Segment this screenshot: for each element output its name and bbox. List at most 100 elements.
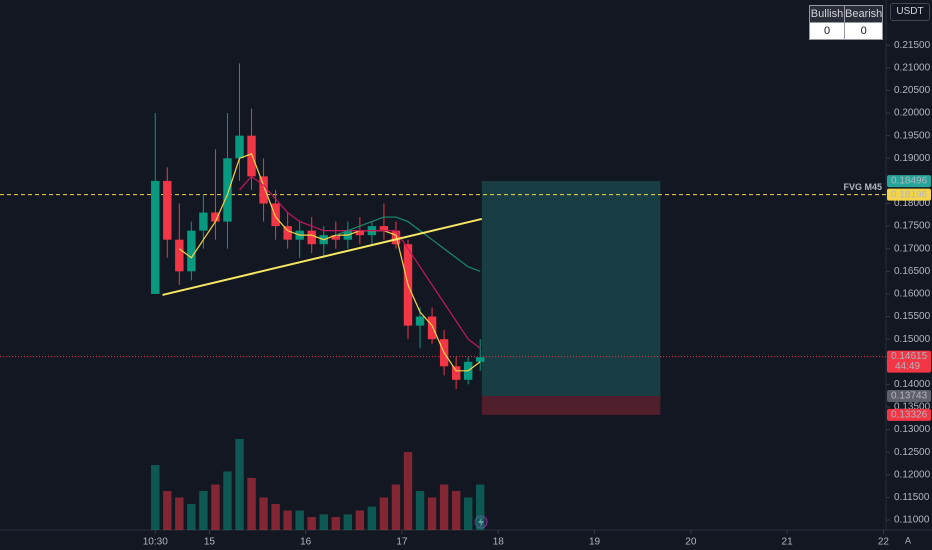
level-name: FVG M45 xyxy=(843,182,882,192)
trendline xyxy=(162,217,483,296)
y-tick-label: 0.11000 xyxy=(894,515,930,526)
y-tick-label: 0.16500 xyxy=(894,266,931,277)
volume-bar xyxy=(223,471,232,530)
volume-bar xyxy=(415,491,425,530)
volume-bar xyxy=(355,510,365,530)
candle-body xyxy=(151,180,160,294)
price-tag xyxy=(887,175,931,188)
currency-button[interactable]: USDT xyxy=(890,3,930,21)
y-tick-label: 0.17000 xyxy=(894,243,931,254)
table-header: Bearish xyxy=(843,5,884,23)
candle-body xyxy=(175,239,184,272)
candle-body xyxy=(379,226,389,231)
y-tick-label: 0.11500 xyxy=(894,492,930,503)
volume-bar xyxy=(439,484,449,530)
x-tick-label: 20 xyxy=(685,537,697,548)
price-tag-label: 0.18196 xyxy=(891,189,928,200)
volume-bar xyxy=(307,517,316,530)
price-tag-label: 0.18496 xyxy=(891,176,928,187)
y-tick-label: 0.15000 xyxy=(894,334,931,345)
volume-bar xyxy=(283,510,292,530)
volume-bar xyxy=(211,484,220,530)
candle-body xyxy=(271,203,280,227)
x-tick-label: 10:30 xyxy=(143,537,168,548)
price-tag-label: 0.13326 xyxy=(891,410,928,421)
x-tick-label: 15 xyxy=(204,537,216,548)
x-tick-label: 18 xyxy=(493,537,505,548)
y-tick-label: 0.13000 xyxy=(894,424,931,435)
price-tag xyxy=(887,350,931,373)
volume-bar xyxy=(151,465,160,530)
y-tick-label: 0.20500 xyxy=(894,85,931,96)
y-tick-label: 0.14000 xyxy=(894,379,931,390)
candle-body xyxy=(247,135,256,177)
candle-body xyxy=(235,135,244,159)
candle-body xyxy=(163,180,172,240)
auto-scale-button[interactable]: A xyxy=(905,535,911,545)
volume-bar xyxy=(247,478,256,530)
candle-body xyxy=(211,212,220,222)
x-tick-label: 19 xyxy=(589,537,601,548)
y-tick-label: 0.12500 xyxy=(894,447,931,458)
countdown-label: 44:49 xyxy=(895,361,920,372)
candle-body xyxy=(199,212,208,231)
table-cell: 0 xyxy=(809,22,845,40)
x-tick-label: 17 xyxy=(396,537,408,548)
price-tag xyxy=(887,390,931,403)
volume-bar xyxy=(379,497,389,530)
candle-body xyxy=(475,357,485,362)
y-tick-label: 0.13500 xyxy=(894,402,931,413)
y-tick-label: 0.16000 xyxy=(894,289,931,300)
y-tick-label: 0.17500 xyxy=(894,221,931,232)
candle-body xyxy=(187,230,196,272)
x-tick-label: 16 xyxy=(300,537,312,548)
volume-bar xyxy=(259,497,268,530)
candle-body xyxy=(355,230,365,236)
moving-average xyxy=(335,216,481,272)
volume-bar xyxy=(427,497,437,530)
candle-body xyxy=(415,316,425,326)
volume-bar xyxy=(331,517,340,530)
volume-bar xyxy=(187,504,196,530)
volume-bar xyxy=(163,491,172,530)
y-tick-label: 0.21500 xyxy=(894,40,931,51)
price-tag xyxy=(887,188,931,201)
volume-bar xyxy=(451,491,461,530)
candle-body xyxy=(331,235,340,240)
y-tick-label: 0.19500 xyxy=(894,130,931,141)
y-tick-label: 0.12000 xyxy=(894,469,931,480)
y-tick-label: 0.20000 xyxy=(894,108,931,119)
candle-body xyxy=(259,176,268,204)
candle-body xyxy=(307,230,316,245)
volume-bar xyxy=(343,514,353,530)
volume-bar xyxy=(295,510,304,530)
candle-body xyxy=(223,158,232,222)
y-tick-label: 0.19000 xyxy=(894,153,931,164)
moving-average xyxy=(239,175,481,349)
position-profit-zone xyxy=(481,181,661,397)
volume-bar xyxy=(175,497,184,530)
volume-bar xyxy=(463,497,473,530)
volume-bar xyxy=(391,484,401,530)
volume-bar xyxy=(367,506,377,530)
x-tick-label: 21 xyxy=(782,537,794,548)
position-loss-zone xyxy=(481,396,661,415)
volume-bar xyxy=(475,484,485,530)
table-cell: 0 xyxy=(843,22,884,40)
volume-bar xyxy=(271,504,280,530)
volume-bar xyxy=(319,514,328,530)
y-tick-label: 0.15500 xyxy=(894,311,931,322)
candle-body xyxy=(451,366,461,380)
moving-average xyxy=(178,152,481,372)
table-header: Bullish xyxy=(809,5,845,23)
candle-body xyxy=(283,226,292,240)
volume-bar xyxy=(235,439,244,530)
price-tag-label: 0.13743 xyxy=(891,391,928,402)
plot: 0.21500 0.21000 0.20500 0.20000 0.19500 0.190… xyxy=(0,40,931,548)
candle-body xyxy=(427,316,437,340)
volume-bar xyxy=(199,491,208,530)
